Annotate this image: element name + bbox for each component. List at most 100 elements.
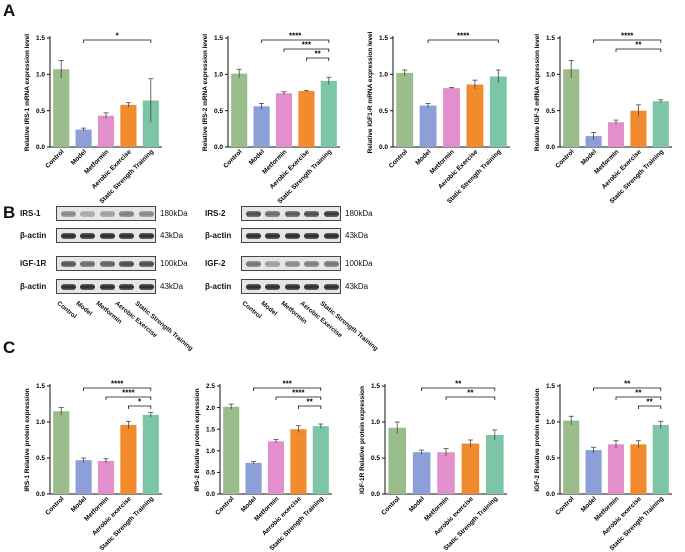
bar bbox=[120, 105, 136, 147]
bar bbox=[143, 415, 159, 494]
blot-band bbox=[246, 261, 261, 267]
y-axis-label: Relative IRS-1 mRNA expression level bbox=[24, 34, 31, 151]
bar bbox=[563, 421, 579, 494]
x-tick-label: Control bbox=[44, 495, 65, 516]
x-tick-label: Control bbox=[214, 495, 235, 516]
blot-strip bbox=[241, 279, 341, 294]
bar bbox=[466, 85, 483, 147]
blot-protein-label: β-actin bbox=[20, 231, 46, 240]
bar bbox=[437, 452, 455, 494]
x-tick-label: Aerobic Exercise bbox=[91, 148, 134, 191]
blot-band bbox=[246, 211, 261, 217]
y-tick-label: 1.5 bbox=[36, 383, 45, 390]
blot-band bbox=[61, 211, 76, 217]
blot-band bbox=[100, 211, 115, 217]
y-tick-label: 1.0 bbox=[36, 72, 45, 79]
panel-label-c: C bbox=[3, 338, 15, 358]
bar bbox=[586, 450, 602, 494]
x-tick-label: Aerobic exercise bbox=[261, 495, 303, 537]
y-axis-label: Relative IRS-2 mRNA expression level bbox=[202, 34, 209, 151]
blot-band bbox=[119, 261, 134, 267]
bar bbox=[653, 425, 669, 494]
bar bbox=[563, 69, 579, 147]
y-tick-label: 0.0 bbox=[214, 144, 223, 151]
bar bbox=[53, 69, 69, 147]
blot-strip bbox=[56, 256, 156, 271]
blot-protein-label: β-actin bbox=[205, 231, 231, 240]
blot-band bbox=[80, 233, 95, 239]
blot-band bbox=[119, 284, 134, 290]
y-tick-label: 2.0 bbox=[206, 405, 215, 412]
y-axis-label: IRS-2 Relative protein expression bbox=[194, 388, 201, 491]
x-tick-label: Control bbox=[554, 148, 575, 169]
blot-protein-label: IRS-2 bbox=[205, 209, 225, 218]
y-tick-label: 0.0 bbox=[206, 491, 215, 498]
significance-label: ** bbox=[646, 398, 653, 407]
significance-label: **** bbox=[289, 32, 302, 41]
blot-protein-label: IGF-1R bbox=[20, 259, 46, 268]
x-tick-label: Control bbox=[222, 148, 243, 169]
y-axis-label: IGF-1R Relative protein expression bbox=[359, 386, 366, 494]
bar bbox=[76, 130, 92, 147]
blot-band bbox=[304, 284, 319, 290]
blot-band bbox=[61, 284, 76, 290]
x-tick-label: Control bbox=[388, 148, 409, 169]
chart-irs2-protein: IRS-2 Relative protein expression0.00.51… bbox=[190, 358, 340, 552]
significance-label: * bbox=[116, 32, 120, 41]
blot-band bbox=[324, 284, 339, 290]
blot-strip bbox=[241, 206, 341, 221]
blot-lane-label: Control bbox=[241, 300, 263, 320]
y-tick-label: 0.0 bbox=[546, 491, 555, 498]
blot-protein-label: β-actin bbox=[205, 282, 231, 291]
blot-kda-label: 43kDa bbox=[345, 231, 368, 240]
bar bbox=[53, 411, 69, 494]
bar bbox=[254, 106, 270, 147]
bar bbox=[608, 122, 624, 147]
bar bbox=[298, 91, 314, 147]
y-tick-label: 0.0 bbox=[371, 491, 380, 498]
y-tick-label: 0.0 bbox=[546, 144, 555, 151]
y-tick-label: 1.0 bbox=[371, 419, 380, 426]
significance-label: ** bbox=[635, 41, 642, 50]
x-tick-label: Model bbox=[240, 495, 258, 513]
bar bbox=[223, 407, 239, 494]
blot-band bbox=[285, 211, 300, 217]
y-tick-label: 0.5 bbox=[546, 455, 555, 462]
y-tick-label: 0.5 bbox=[379, 108, 388, 115]
x-tick-label: Aerobic Exercise bbox=[437, 148, 480, 191]
blot-band bbox=[285, 261, 300, 267]
significance-label: * bbox=[138, 398, 142, 407]
blot-band bbox=[265, 211, 280, 217]
chart-igf1r-protein: IGF-1R Relative protein expression 0.0 0.5… bbox=[355, 358, 515, 552]
blot-kda-label: 180kDa bbox=[345, 209, 373, 218]
significance-label: *** bbox=[302, 41, 312, 50]
blot-band bbox=[61, 261, 76, 267]
blot-band bbox=[324, 261, 339, 267]
bar bbox=[388, 428, 406, 494]
blot-band bbox=[80, 211, 95, 217]
blot-band bbox=[139, 261, 154, 267]
blot-strip bbox=[56, 206, 156, 221]
bar bbox=[420, 106, 437, 147]
y-axis-label: IRS-1 Relative protein expression bbox=[24, 388, 31, 491]
y-tick-label: 1.5 bbox=[36, 35, 45, 42]
bar bbox=[321, 81, 337, 147]
blot-strip bbox=[56, 279, 156, 294]
bar bbox=[462, 444, 480, 494]
blot-protein-label: β-actin bbox=[20, 282, 46, 291]
y-tick-label: 1.5 bbox=[546, 383, 555, 390]
bar bbox=[231, 74, 247, 147]
blot-band bbox=[246, 284, 261, 290]
x-tick-label: Model bbox=[70, 148, 88, 166]
bar bbox=[98, 116, 114, 147]
blot-band bbox=[246, 233, 261, 239]
bar bbox=[630, 444, 646, 494]
y-tick-label: 1.0 bbox=[36, 419, 45, 426]
blot-band bbox=[304, 261, 319, 267]
y-tick-label: 0.5 bbox=[546, 108, 555, 115]
y-tick-label: 1.5 bbox=[371, 383, 380, 390]
significance-label: *** bbox=[283, 380, 293, 389]
bar bbox=[276, 93, 292, 147]
bar bbox=[486, 435, 504, 494]
y-tick-label: 2.5 bbox=[206, 383, 215, 390]
